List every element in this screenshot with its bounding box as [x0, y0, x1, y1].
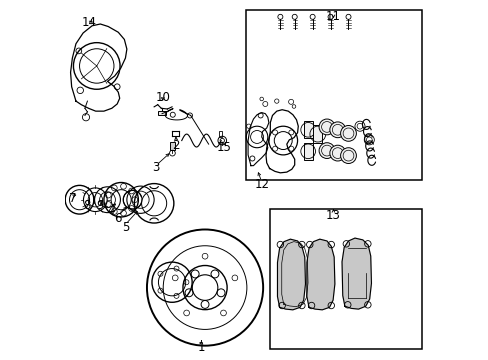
Bar	[169, 142, 175, 149]
Text: 11: 11	[325, 10, 340, 23]
Polygon shape	[341, 238, 371, 309]
Circle shape	[319, 119, 334, 135]
Bar	[246, 10, 421, 180]
Circle shape	[340, 148, 356, 163]
Text: 5: 5	[122, 221, 129, 234]
Bar	[313, 125, 322, 143]
Circle shape	[329, 145, 345, 161]
Text: 2: 2	[172, 139, 180, 152]
Bar	[218, 131, 222, 137]
Text: 8: 8	[83, 199, 90, 212]
Bar	[158, 111, 166, 116]
Circle shape	[340, 126, 356, 141]
Text: 1: 1	[197, 341, 205, 354]
Text: 14: 14	[82, 16, 97, 29]
Bar	[269, 209, 421, 348]
Circle shape	[319, 143, 334, 158]
Text: 13: 13	[325, 210, 340, 222]
Text: 15: 15	[216, 140, 231, 153]
Text: 10: 10	[155, 91, 170, 104]
Polygon shape	[277, 239, 305, 310]
Polygon shape	[306, 239, 334, 310]
Text: 7: 7	[69, 192, 77, 205]
Text: 9: 9	[97, 199, 104, 212]
Text: 4: 4	[107, 204, 115, 217]
Text: 12: 12	[254, 178, 269, 191]
Bar	[303, 121, 312, 138]
Text: 6: 6	[114, 212, 122, 225]
Circle shape	[329, 122, 345, 138]
Bar	[303, 143, 312, 160]
Text: 3: 3	[152, 161, 159, 174]
